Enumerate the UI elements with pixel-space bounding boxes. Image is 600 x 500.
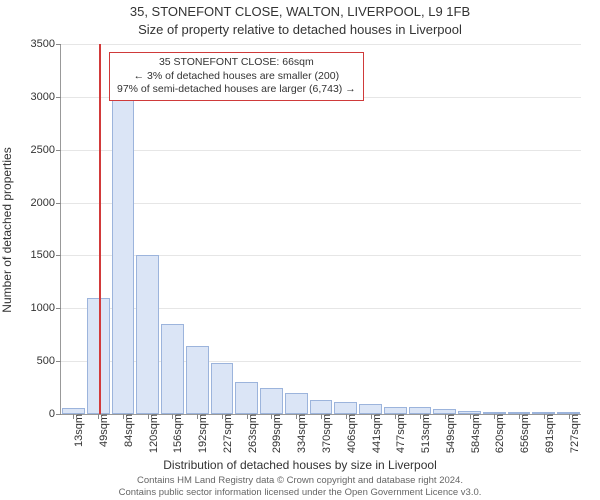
xtick-label: 120sqm: [148, 414, 160, 453]
ytick-label: 0: [49, 408, 55, 420]
xtick-label: 477sqm: [395, 414, 407, 453]
xtick-label: 406sqm: [346, 414, 358, 453]
bar: [260, 388, 283, 414]
page-title-line1: 35, STONEFONT CLOSE, WALTON, LIVERPOOL, …: [0, 4, 600, 19]
footer-attribution: Contains HM Land Registry data © Crown c…: [0, 475, 600, 498]
ytick-label: 500: [37, 355, 55, 367]
bar: [136, 255, 159, 414]
x-axis-label: Distribution of detached houses by size …: [0, 458, 600, 472]
bar: [409, 407, 432, 414]
bar: [334, 402, 357, 414]
xtick-label: 620sqm: [494, 414, 506, 453]
footer-line1: Contains HM Land Registry data © Crown c…: [0, 475, 600, 486]
plot-area: 050010001500200025003000350013sqm49sqm84…: [60, 44, 581, 415]
ytick-mark: [56, 255, 61, 256]
bar: [211, 363, 234, 414]
ytick-label: 3500: [31, 38, 55, 50]
xtick-label: 84sqm: [123, 414, 135, 447]
ytick-mark: [56, 203, 61, 204]
bar: [186, 346, 209, 414]
xtick-label: 584sqm: [470, 414, 482, 453]
gridline: [61, 150, 581, 151]
page-title-line2: Size of property relative to detached ho…: [0, 22, 600, 37]
ytick-mark: [56, 414, 61, 415]
gridline: [61, 44, 581, 45]
xtick-label: 156sqm: [172, 414, 184, 453]
xtick-label: 263sqm: [247, 414, 259, 453]
xtick-label: 299sqm: [271, 414, 283, 453]
footer-line2: Contains public sector information licen…: [0, 487, 600, 498]
ytick-label: 3000: [31, 91, 55, 103]
xtick-label: 49sqm: [98, 414, 110, 447]
xtick-label: 441sqm: [371, 414, 383, 453]
bar: [359, 404, 382, 414]
bar: [112, 92, 135, 414]
xtick-label: 370sqm: [321, 414, 333, 453]
xtick-label: 334sqm: [296, 414, 308, 453]
bar: [285, 393, 308, 414]
ytick-mark: [56, 308, 61, 309]
bar: [161, 324, 184, 414]
gridline: [61, 203, 581, 204]
xtick-label: 13sqm: [73, 414, 85, 447]
xtick-label: 192sqm: [197, 414, 209, 453]
xtick-label: 727sqm: [569, 414, 581, 453]
ytick-label: 1500: [31, 249, 55, 261]
ytick-mark: [56, 44, 61, 45]
xtick-label: 227sqm: [222, 414, 234, 453]
xtick-label: 656sqm: [519, 414, 531, 453]
xtick-label: 513sqm: [420, 414, 432, 453]
annotation-box: 35 STONEFONT CLOSE: 66sqm← 3% of detache…: [109, 52, 364, 101]
xtick-label: 691sqm: [544, 414, 556, 453]
marker-line: [99, 44, 101, 414]
annotation-line: ← 3% of detached houses are smaller (200…: [117, 70, 356, 84]
ytick-label: 2500: [31, 144, 55, 156]
ytick-mark: [56, 361, 61, 362]
bar: [384, 407, 407, 414]
y-axis-label: Number of detached properties: [0, 147, 14, 312]
annotation-line: 35 STONEFONT CLOSE: 66sqm: [117, 56, 356, 70]
ytick-mark: [56, 97, 61, 98]
ytick-mark: [56, 150, 61, 151]
bar: [310, 400, 333, 414]
ytick-label: 1000: [31, 302, 55, 314]
annotation-line: 97% of semi-detached houses are larger (…: [117, 83, 356, 97]
ytick-label: 2000: [31, 197, 55, 209]
chart-container: 35, STONEFONT CLOSE, WALTON, LIVERPOOL, …: [0, 0, 600, 500]
xtick-label: 549sqm: [445, 414, 457, 453]
bar: [235, 382, 258, 414]
